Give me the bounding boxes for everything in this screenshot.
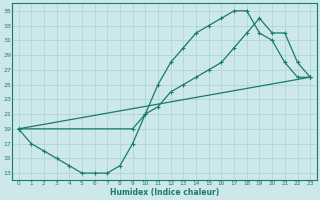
X-axis label: Humidex (Indice chaleur): Humidex (Indice chaleur): [110, 188, 219, 197]
